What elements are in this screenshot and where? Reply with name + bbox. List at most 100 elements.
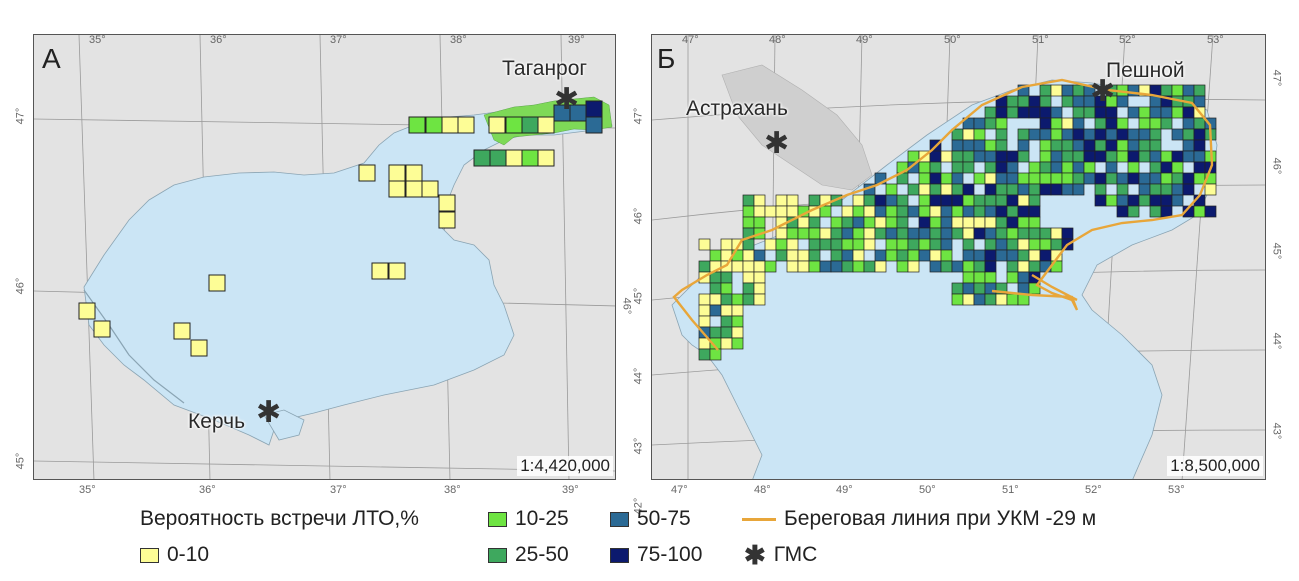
grid-cell xyxy=(1017,282,1030,295)
grid-cell xyxy=(819,260,832,273)
tick-left-b-4: 43° xyxy=(632,437,645,455)
grid-cell xyxy=(1149,205,1162,218)
grid-cell xyxy=(1061,95,1074,108)
tick-top-b-1: 48° xyxy=(769,34,786,46)
grid-cell xyxy=(775,238,788,251)
grid-cell xyxy=(1050,227,1063,240)
grid-cell xyxy=(742,194,755,207)
grid-cell xyxy=(1017,194,1030,207)
tick-top-b-2: 49° xyxy=(856,34,873,46)
grid-cell xyxy=(940,183,953,196)
grid-cell xyxy=(208,274,226,292)
grid-cell xyxy=(918,227,931,240)
tick-right-a-0: 46° xyxy=(620,297,633,315)
grid-cell xyxy=(775,194,788,207)
grid-cell xyxy=(907,205,920,218)
grid-cell xyxy=(488,116,506,134)
tick-bottom-b-4: 51° xyxy=(1002,484,1019,496)
grid-cell xyxy=(808,194,821,207)
grid-cell xyxy=(1006,260,1019,273)
grid-cell xyxy=(521,116,539,134)
grid-cell xyxy=(1050,238,1063,251)
tick-right-b-1: 46° xyxy=(1270,157,1283,175)
grid-cell xyxy=(731,304,744,317)
grid-cell xyxy=(1039,150,1052,163)
grid-cell xyxy=(1072,161,1085,174)
grid-cell xyxy=(1160,172,1173,185)
grid-cell xyxy=(995,249,1008,262)
legend-label-75-100: 75-100 xyxy=(637,543,703,566)
grid-cell xyxy=(1006,271,1019,284)
grid-cell xyxy=(1061,84,1074,97)
grid-cell xyxy=(1116,205,1129,218)
label-peshnoy: Пешной xyxy=(1106,59,1185,82)
tick-top-b-3: 50° xyxy=(944,34,961,46)
grid-cell xyxy=(1193,128,1206,141)
grid-cell xyxy=(1094,117,1107,130)
grid-cell xyxy=(918,249,931,262)
grid-cell xyxy=(1094,172,1107,185)
legend-item-gms: ✱ ГМС xyxy=(744,542,817,568)
grid-cell xyxy=(731,326,744,339)
grid-cell xyxy=(973,271,986,284)
grid-cell xyxy=(885,238,898,251)
grid-cell xyxy=(1204,205,1217,218)
grid-cell xyxy=(929,172,942,185)
grid-cell xyxy=(1171,84,1184,97)
grid-cell xyxy=(962,150,975,163)
grid-cell xyxy=(852,260,865,273)
grid-cell xyxy=(1006,161,1019,174)
grid-cell xyxy=(1017,205,1030,218)
grid-cell xyxy=(1039,249,1052,262)
grid-cell xyxy=(885,194,898,207)
grid-cell xyxy=(951,183,964,196)
grid-cell xyxy=(962,128,975,141)
grid-cell xyxy=(808,227,821,240)
tick-bottom-b-2: 49° xyxy=(836,484,853,496)
grid-cell xyxy=(1039,128,1052,141)
tick-left-b-1: 46° xyxy=(632,207,645,225)
grid-cell xyxy=(940,150,953,163)
tick-right-b-4: 43° xyxy=(1270,422,1283,440)
grid-cell xyxy=(775,249,788,262)
grid-cell xyxy=(764,238,777,251)
grid-cell xyxy=(720,337,733,350)
grid-cell xyxy=(1061,172,1074,185)
grid-cell xyxy=(1006,249,1019,262)
grid-cell xyxy=(918,183,931,196)
legend-item-75-100: 75-100 xyxy=(610,543,702,567)
grid-cell xyxy=(1105,172,1118,185)
grid-cell xyxy=(995,139,1008,152)
grid-cell xyxy=(1039,161,1052,174)
map-panel-caspian: 47° 48° 49° 50° 51° 52° 53° Б Астрахань … xyxy=(651,34,1266,480)
grid-cell xyxy=(1138,117,1151,130)
grid-cell xyxy=(1127,172,1140,185)
grid-cell xyxy=(1028,106,1041,119)
grid-cell xyxy=(896,194,909,207)
grid-cell xyxy=(742,216,755,229)
tick-left-a-2: 45° xyxy=(14,452,27,470)
grid-cell xyxy=(1028,95,1041,108)
tick-top-b-0: 47° xyxy=(682,34,699,46)
scale-a: 1:4,420,000 xyxy=(517,456,613,476)
grid-cell xyxy=(852,194,865,207)
grid-cell xyxy=(1193,150,1206,163)
label-taganrog: Таганрог xyxy=(502,57,588,80)
grid-cell xyxy=(1017,128,1030,141)
grid-cell xyxy=(1006,194,1019,207)
tick-bottom-b-6: 53° xyxy=(1168,484,1185,496)
grid-cell xyxy=(731,337,744,350)
grid-cell xyxy=(505,149,523,167)
label-kerch: Керчь xyxy=(188,410,246,433)
grid-cell xyxy=(1105,128,1118,141)
grid-cell xyxy=(984,150,997,163)
grid-cell xyxy=(190,339,208,357)
grid-cell xyxy=(830,227,843,240)
grid-cell xyxy=(173,322,191,340)
grid-cell xyxy=(1094,139,1107,152)
grid-cell xyxy=(973,194,986,207)
grid-cell xyxy=(441,116,459,134)
grid-cell xyxy=(984,172,997,185)
scale-b: 1:8,500,000 xyxy=(1167,456,1263,476)
grid-cell xyxy=(973,227,986,240)
